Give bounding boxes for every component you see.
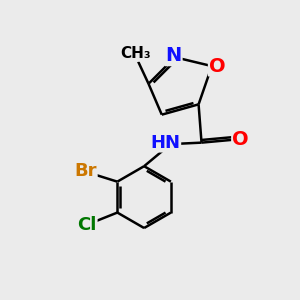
Text: Br: Br [74,162,97,180]
Text: O: O [232,130,249,149]
Text: O: O [209,57,225,76]
Text: Cl: Cl [77,216,97,234]
Text: N: N [165,46,182,65]
Text: HN: HN [150,134,180,152]
Text: CH₃: CH₃ [120,46,151,61]
